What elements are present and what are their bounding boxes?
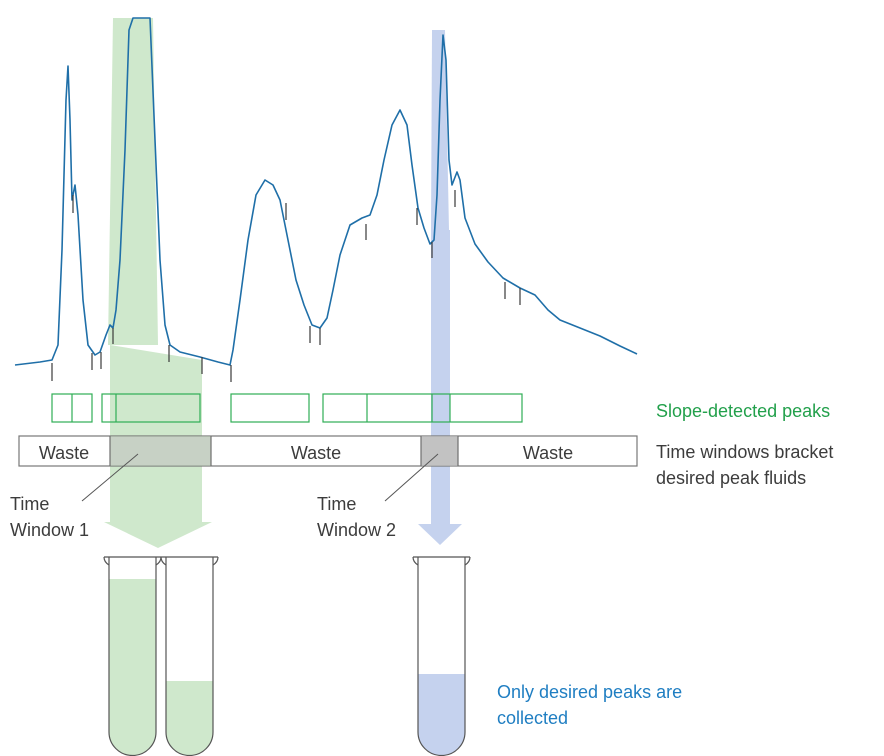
time-window-2-region (421, 436, 458, 466)
time-windows-caption-line1: Time windows bracket (656, 442, 833, 462)
collected-caption-line1: Only desired peaks are (497, 682, 682, 702)
time-window-1-label-line1: Time (10, 494, 49, 514)
time-window-1-label-line2: Window 1 (10, 520, 89, 540)
time-window-bar (18, 435, 638, 467)
time-window-1-leader (81, 453, 139, 502)
test-tube-3 (412, 556, 471, 756)
waste-label-1: Waste (39, 443, 89, 463)
slope-detected-peak-boxes (51, 393, 523, 423)
chromatogram-trace (14, 17, 638, 366)
time-window-1-region (110, 436, 211, 466)
time-windows-caption-line2: desired peak fluids (656, 468, 806, 488)
test-tube-1 (103, 556, 162, 756)
waste-label-3: Waste (523, 443, 573, 463)
waste-label-2: Waste (291, 443, 341, 463)
test-tube-2 (160, 556, 219, 756)
time-window-2-label-line1: Time (317, 494, 356, 514)
green-collection-arrow (104, 18, 212, 548)
time-window-2-label-line2: Window 2 (317, 520, 396, 540)
collected-caption-line2: collected (497, 708, 568, 728)
peak-tick-marks (51, 190, 521, 382)
time-window-2-leader (384, 453, 439, 502)
slope-detected-caption: Slope-detected peaks (656, 401, 830, 421)
